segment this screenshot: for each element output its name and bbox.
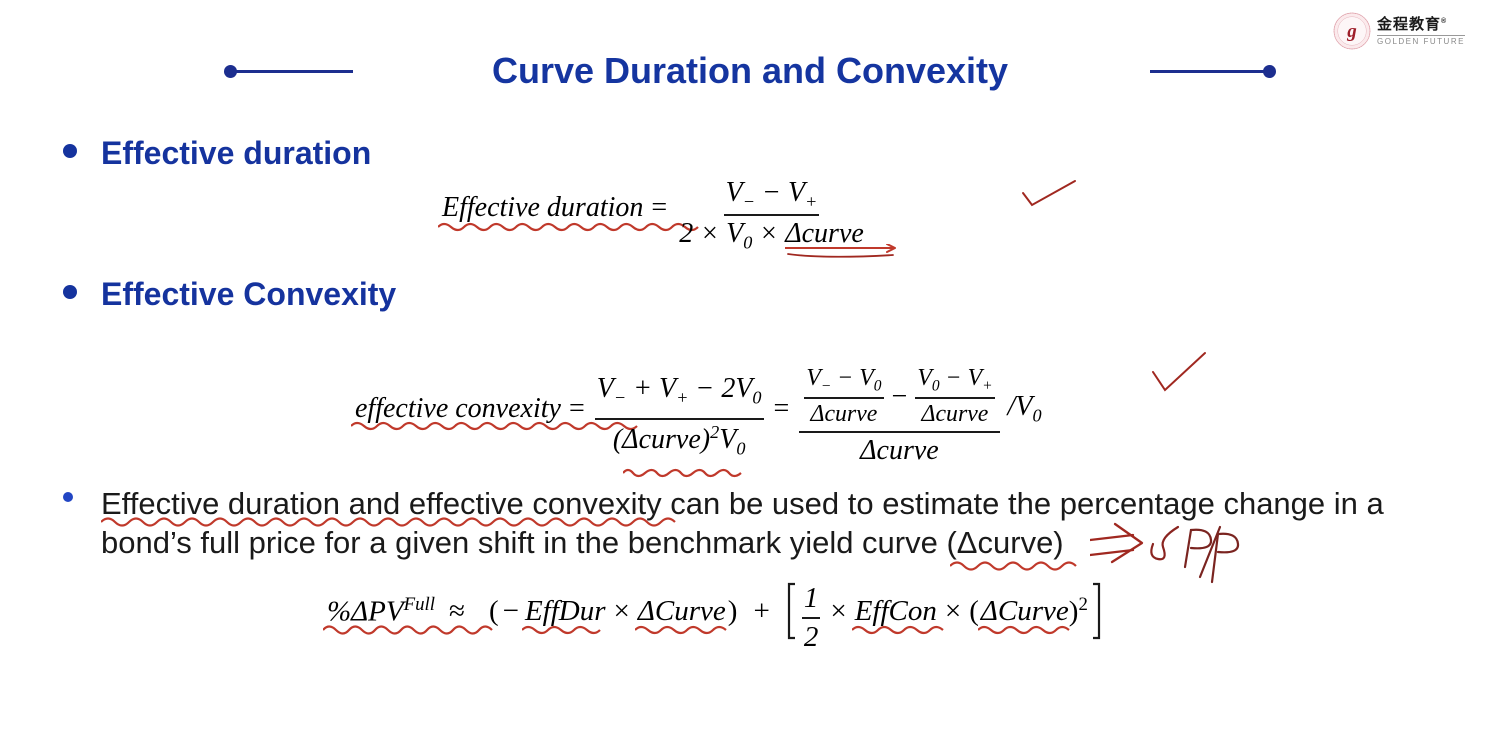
svg-text:g: g bbox=[1346, 21, 1357, 42]
